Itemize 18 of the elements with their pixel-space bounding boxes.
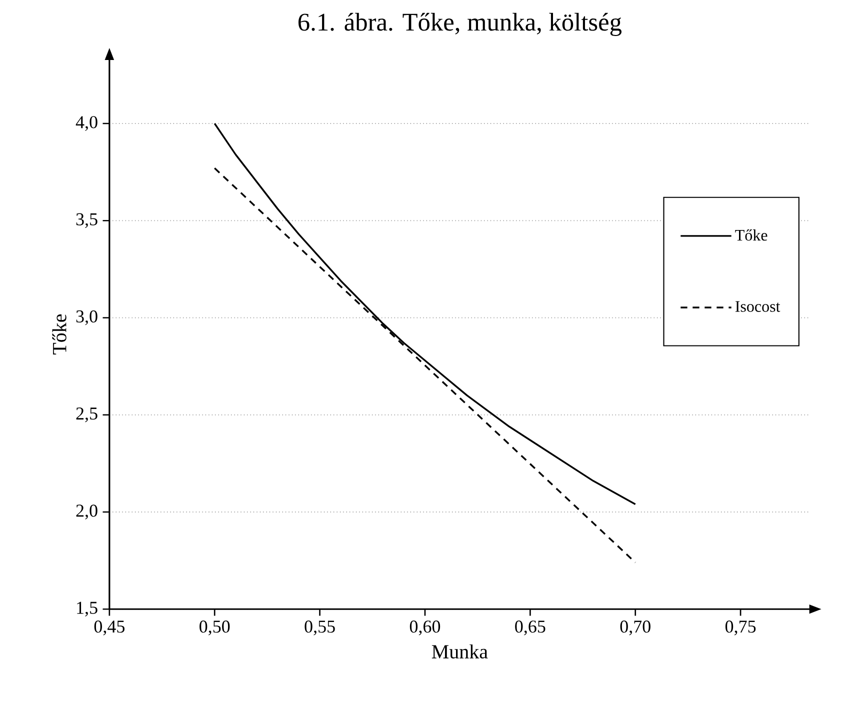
legend-label: Tőke <box>735 230 768 241</box>
legend-label: Isocost <box>735 301 780 312</box>
x-tick-label: 0,55 <box>304 620 335 636</box>
x-tick-label: 0,75 <box>725 620 756 636</box>
y-tick-label: 1,5 <box>77 602 98 617</box>
x-tick-label: 0,60 <box>410 620 440 636</box>
y-tick-label: 3,5 <box>76 213 98 228</box>
x-tick-label: 0,50 <box>200 620 230 636</box>
x-tick-label: 0,70 <box>620 620 650 636</box>
y-axis-title: Tőke <box>52 314 66 355</box>
x-tick-label: 0,45 <box>94 620 124 636</box>
x-axis-title: Munka <box>432 644 488 659</box>
y-tick-label: 3,0 <box>76 310 98 326</box>
x-tick-label: 0,65 <box>515 620 546 636</box>
chart-title: 6.1. ábra. Tőke, munka, költség <box>298 13 622 36</box>
y-tick-label: 2,5 <box>76 408 98 422</box>
y-tick-label: 4,0 <box>76 116 98 132</box>
y-tick-label: 2,0 <box>76 504 98 520</box>
